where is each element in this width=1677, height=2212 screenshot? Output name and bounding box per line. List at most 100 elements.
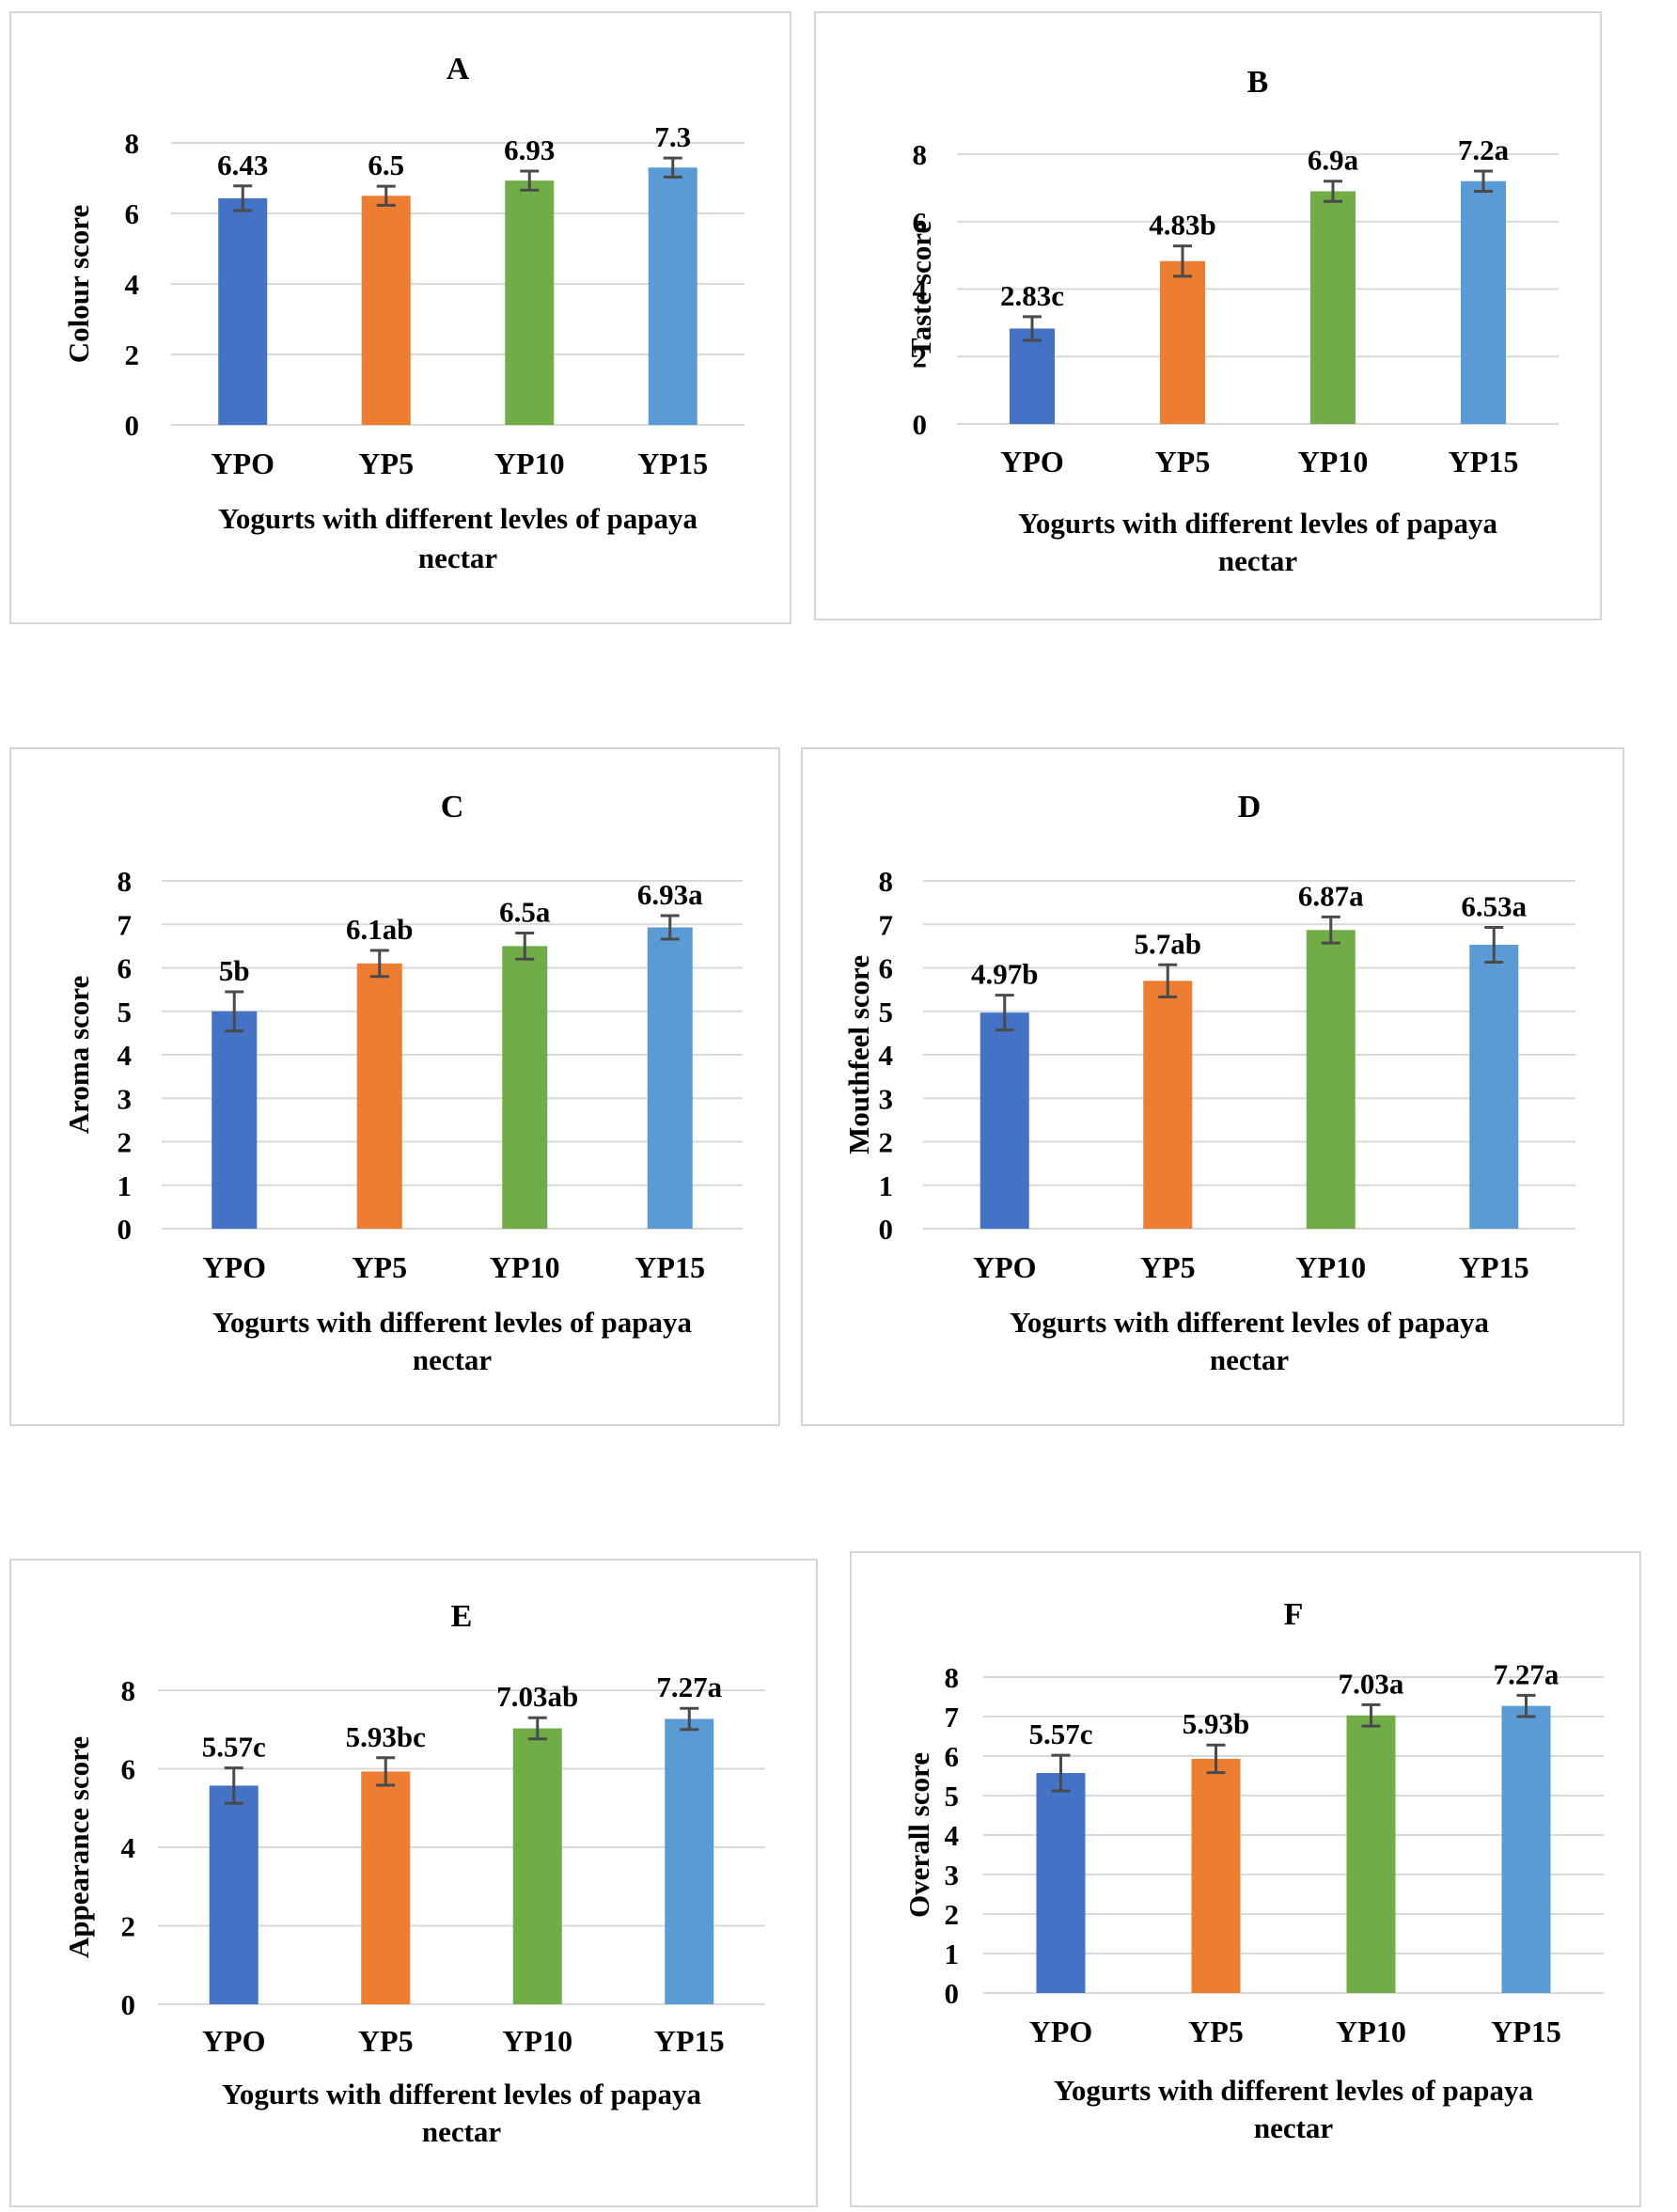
error-bar	[224, 1766, 243, 1805]
bar-yp10	[512, 1728, 562, 2004]
y-tick-label: 0	[879, 1213, 894, 1246]
y-tick-label: 5	[945, 1780, 960, 1812]
error-bar	[1324, 180, 1342, 203]
y-tick-label: 6	[125, 197, 140, 230]
x-category-label: YP10	[502, 2024, 572, 2058]
error-bar	[1158, 963, 1178, 998]
bar-ypo	[209, 1785, 259, 2004]
bar-ypo	[218, 197, 268, 425]
x-axis-label: nectar	[418, 541, 498, 574]
chart-panel-f: 0 1 2 3 4 5 6 7 8 F 5.57c YPO 5.93b YP5 7.03a YP10 7.27a…	[850, 1551, 1641, 2207]
y-tick-label: 7	[945, 1701, 960, 1734]
error-bar	[1361, 1702, 1381, 1728]
x-axis-label: nectar	[1218, 544, 1298, 577]
x-category-label: YP5	[358, 2024, 414, 2058]
x-axis-label: Yogurts with different levles of papaya	[1054, 2074, 1534, 2107]
data-label: 7.3	[654, 120, 691, 153]
x-category-label: YP5	[1140, 1250, 1196, 1284]
y-tick-label: 0	[913, 408, 928, 441]
bar-ypo	[1036, 1773, 1086, 1993]
x-category-label: YPO	[202, 2024, 266, 2058]
bar-yp10	[1346, 1715, 1396, 1993]
y-tick-label: 6	[879, 952, 894, 985]
bar-yp10	[1306, 930, 1356, 1229]
error-bar	[1321, 915, 1340, 945]
bar-yp10	[502, 946, 548, 1229]
chart-title: F	[1284, 1597, 1304, 1632]
chart-title: C	[441, 790, 464, 824]
error-bar	[1023, 315, 1042, 342]
y-axis-label: Appearance score	[62, 1736, 95, 1958]
x-category-label: YP10	[1295, 1250, 1366, 1284]
bar-yp10	[505, 180, 555, 425]
x-category-label: YPO	[202, 1250, 266, 1284]
x-axis-label: nectar	[422, 2115, 502, 2148]
data-label: 7.03a	[1339, 1667, 1404, 1700]
chart-panel-a: 0 2 4 6 8 A 6.43 YPO 6.5 YP5 6.93 YP10 7.3 YP15 Yogurt…	[9, 11, 791, 624]
y-tick-label: 6	[913, 206, 928, 239]
bar-yp5	[1143, 980, 1193, 1229]
x-category-label: YP10	[490, 1250, 560, 1284]
y-tick-label: 0	[125, 409, 140, 442]
y-tick-label: 8	[945, 1661, 960, 1694]
x-category-label: YP15	[1459, 1250, 1529, 1284]
y-axis-label: Aroma score	[62, 976, 95, 1134]
x-category-label: YP15	[637, 447, 708, 480]
chart-title: D	[1238, 790, 1262, 824]
data-label: 5.57c	[202, 1731, 266, 1764]
error-bar	[520, 169, 540, 192]
x-category-label: YP15	[654, 2024, 725, 2058]
data-label: 6.93a	[637, 878, 703, 911]
chart-title: E	[451, 1599, 473, 1634]
chart-svg: 0 1 2 3 4 5 6 7 8 F 5.57c YPO 5.93b YP5 7.03a YP10 7.27a…	[902, 1597, 1604, 2144]
bar-ypo	[980, 1012, 1029, 1229]
data-label: 6.9a	[1308, 144, 1359, 177]
data-label: 7.2a	[1458, 133, 1510, 166]
data-label: 5.93b	[1183, 1707, 1250, 1740]
chart-svg: 0 2 4 6 8 B 2.83c YPO 4.83b YP5 6.9a YP10 7.2a YP15 Yo…	[904, 65, 1559, 577]
chart-panel-d: 0 1 2 3 4 5 6 7 8 D 4.97b YPO 5.7ab YP5 6.87a YP10 6.53a…	[801, 747, 1624, 1426]
data-label: 5b	[219, 954, 250, 987]
error-bar	[1474, 169, 1493, 193]
y-tick-label: 2	[913, 340, 928, 373]
y-axis-label: Overall score	[902, 1752, 935, 1918]
x-category-label: YP15	[635, 1250, 705, 1284]
y-tick-label: 0	[945, 1977, 960, 2010]
y-tick-label: 2	[945, 1898, 960, 1931]
data-label: 6.5	[368, 149, 404, 181]
bar-yp15	[648, 167, 697, 425]
chart-panel-c: 0 1 2 3 4 5 6 7 8 C 5b YPO 6.1ab YP5 6.5a YP10 6.93a YP15…	[9, 747, 780, 1426]
y-tick-label: 2	[125, 338, 140, 371]
x-category-label: YP10	[1336, 2015, 1406, 2048]
x-category-label: YP5	[352, 1250, 407, 1284]
y-tick-label: 4	[945, 1819, 960, 1852]
y-tick-label: 5	[879, 996, 894, 1028]
y-axis-label: Mouthfeel score	[842, 955, 875, 1154]
data-label: 6.93	[504, 133, 555, 166]
x-category-label: YP15	[1491, 2015, 1561, 2048]
y-tick-label: 8	[879, 865, 894, 898]
bar-yp5	[1160, 260, 1205, 424]
chart-panel-b: 0 2 4 6 8 B 2.83c YPO 4.83b YP5 6.9a YP10 7.2a YP15 Yo…	[814, 11, 1602, 620]
x-axis-label: Yogurts with different levles of papaya	[222, 2078, 702, 2110]
data-label: 6.43	[217, 149, 268, 181]
y-tick-label: 8	[121, 1674, 136, 1707]
error-bar	[660, 914, 680, 941]
bar-yp5	[361, 196, 411, 425]
bar-ypo	[1010, 328, 1055, 424]
data-label: 2.83c	[1000, 279, 1064, 312]
bar-yp5	[356, 963, 402, 1229]
y-tick-label: 1	[118, 1169, 133, 1202]
bar-yp5	[361, 1771, 411, 2004]
data-label: 4.97b	[971, 958, 1039, 991]
data-label: 6.53a	[1461, 889, 1527, 922]
chart-svg: 0 1 2 3 4 5 6 7 8 D 4.97b YPO 5.7ab YP5 6.87a YP10 6.53a…	[842, 790, 1575, 1376]
chart-panel-e: 0 2 4 6 8 E 5.57c YPO 5.93bc YP5 7.03ab YP10 7.27a YP…	[9, 1559, 818, 2207]
y-tick-label: 2	[121, 1910, 136, 1943]
x-category-label: YP10	[1298, 445, 1369, 478]
error-bar	[376, 1756, 396, 1787]
error-bar	[225, 990, 244, 1033]
error-bar	[233, 184, 253, 212]
y-tick-label: 5	[118, 996, 133, 1028]
bar-yp15	[1469, 944, 1519, 1229]
